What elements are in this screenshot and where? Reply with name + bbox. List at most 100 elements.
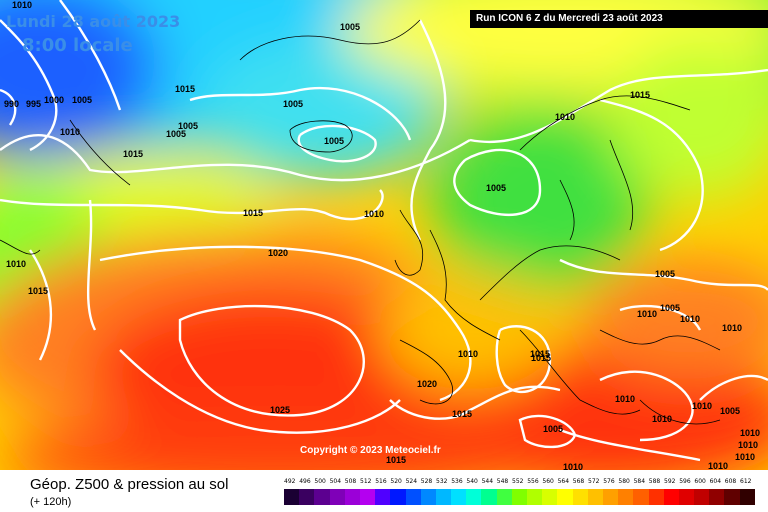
scale-cell [420, 489, 436, 505]
scale-value: 604 [709, 478, 722, 485]
isobar-label: 990 [4, 99, 19, 109]
scale-cell [466, 489, 482, 505]
scale-value: 560 [542, 478, 554, 485]
geopotential-field [0, 0, 768, 470]
isobar-label: 1010 [364, 209, 384, 219]
scale-cell [299, 489, 315, 505]
scale-cell [527, 489, 543, 505]
scale-value: 588 [648, 478, 661, 485]
scale-cell [435, 489, 452, 505]
scale-cell [633, 489, 649, 505]
run-info: Run ICON 6 Z du Mercredi 23 août 2023 [470, 10, 768, 28]
scale-cell [557, 489, 573, 505]
scale-value: 600 [694, 478, 706, 485]
scale-value: 556 [527, 478, 539, 485]
scale-cell [481, 489, 497, 505]
scale-value: 608 [724, 478, 737, 485]
scale-cell [451, 489, 467, 505]
scale-value: 544 [481, 478, 494, 485]
isobar-label: 1005 [324, 136, 344, 146]
isobar-label: 1005 [340, 22, 360, 32]
isobar-lines [0, 0, 768, 462]
scale-value: 612 [740, 478, 752, 485]
isobar-label: 1010 [12, 0, 32, 10]
scale-value: 520 [390, 478, 402, 485]
isobar-label: 1005 [486, 183, 506, 193]
isobar-label: 1010 [735, 452, 755, 462]
isobar-label: 1010 [692, 401, 712, 411]
scale-cell [511, 489, 527, 505]
isobar-label: 1015 [243, 208, 263, 218]
isobar-label: 1025 [270, 405, 290, 415]
scale-value: 564 [557, 478, 570, 485]
isobar-label: 1015 [175, 84, 195, 94]
weather-map: 1010 990 995 1000 1005 1005 1010 1015 10… [0, 0, 768, 470]
scale-value: 584 [633, 478, 646, 485]
isobar-label: 1015 [123, 149, 143, 159]
scale-value: 592 [664, 478, 676, 485]
scale-cell [359, 489, 376, 505]
scale-value: 500 [314, 478, 326, 485]
isobar-label: 1015 [452, 409, 472, 419]
scale-value: 552 [512, 478, 524, 485]
isobar-label: 1015 [630, 90, 650, 100]
coastlines [0, 19, 721, 425]
scale-cell [724, 489, 740, 505]
isobar-label: 1005 [660, 303, 680, 313]
scale-cell [496, 489, 512, 505]
isobar-label: 1010 [458, 349, 478, 359]
scale-value: 536 [451, 478, 463, 485]
scale-cell [572, 489, 588, 505]
isobar-label: 1020 [417, 379, 437, 389]
isobar-label: 1020 [268, 248, 288, 258]
color-scale-labels: 492 496 500 504 508 512 516 520 524 528 532 536 540 5… [284, 478, 754, 488]
scale-cell [678, 489, 695, 505]
isobar-label: 1015 [531, 353, 551, 363]
scale-value: 504 [329, 478, 342, 485]
isobar-label: 1005 [543, 424, 563, 434]
scale-cell [405, 489, 421, 505]
isobar-label: 1010 [615, 394, 635, 404]
scale-cell [329, 489, 345, 505]
scale-value: 524 [405, 478, 418, 485]
isobar-label: 1010 [555, 112, 575, 122]
isobar-label: 1015 [28, 286, 48, 296]
isobar-label: 1005 [178, 121, 198, 131]
isobar-label: 1005 [655, 269, 675, 279]
scale-cell [648, 489, 664, 505]
forecast-date: Lundi 28 août 2023 [6, 12, 181, 31]
scale-cell [587, 489, 603, 505]
isobar-labels: 1010 990 995 1000 1005 1005 1010 1015 10… [4, 0, 760, 470]
isobar-label: 995 [26, 99, 41, 109]
isobar-label: 1000 [44, 95, 64, 105]
scale-cell [314, 489, 330, 505]
isobar-label: 1005 [720, 406, 740, 416]
isobar-label: 1010 [738, 440, 758, 450]
scale-value: 516 [375, 478, 387, 485]
isobar-label: 1015 [386, 455, 406, 465]
scale-value: 596 [679, 478, 691, 485]
isobar-label: 1010 [708, 461, 728, 470]
scale-value: 512 [360, 478, 372, 485]
isobar-label: 1010 [60, 127, 80, 137]
scale-cell [542, 489, 558, 505]
scale-value: 540 [466, 478, 478, 485]
scale-value: 496 [299, 478, 311, 485]
scale-cell [663, 489, 679, 505]
isobar-label: 1005 [166, 129, 186, 139]
scale-cell [694, 489, 710, 505]
isobar-label: 1005 [72, 95, 92, 105]
chart-title: Géop. Z500 & pression au sol [30, 476, 229, 493]
forecast-time: 8:00 locale [22, 35, 133, 56]
isobar-label: 1010 [680, 314, 700, 324]
scale-cell [709, 489, 725, 505]
isobar-label: 1010 [6, 259, 26, 269]
scale-value: 508 [344, 478, 357, 485]
scale-value: 568 [572, 478, 585, 485]
scale-value: 548 [496, 478, 509, 485]
scale-value: 532 [436, 478, 448, 485]
scale-cell [284, 489, 300, 505]
scale-value: 576 [603, 478, 615, 485]
scale-value: 528 [420, 478, 433, 485]
scale-value: 580 [618, 478, 630, 485]
